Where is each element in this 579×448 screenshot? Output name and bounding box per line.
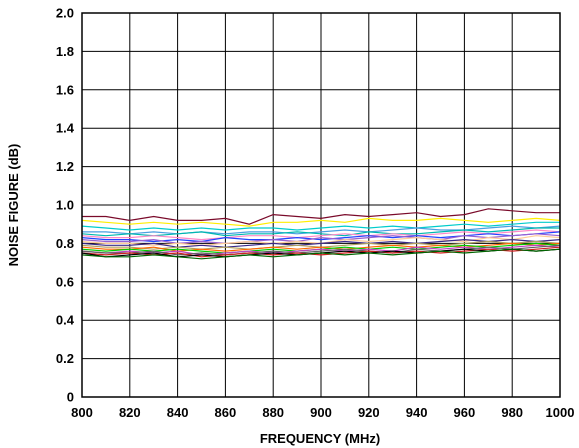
x-tick-label: 860: [215, 405, 237, 420]
y-tick-label: 1.8: [56, 44, 74, 59]
series-line-4: [82, 225, 561, 235]
x-tick-label: 960: [454, 405, 476, 420]
x-tick-label: 980: [501, 405, 523, 420]
series-line-12: [81, 242, 561, 252]
series-line-2: [81, 217, 561, 227]
series-lines: [81, 208, 561, 260]
x-tick-label: 1000: [546, 405, 575, 420]
y-tick-label: 0: [67, 390, 74, 405]
x-tick-label: 880: [262, 405, 284, 420]
series-line-8: [81, 233, 561, 245]
x-tick-label: 900: [310, 405, 332, 420]
series-line-15: [81, 244, 561, 256]
y-tick-label: 1.4: [56, 121, 75, 136]
y-tick-label: 1.2: [56, 159, 74, 174]
y-tick-labels: 0 0.2 0.4 0.6 0.8 1.0 1.2 1.4 1.6 1.8 2.0: [56, 6, 75, 405]
series-line-6: [81, 229, 561, 241]
y-tick-label: 1.6: [56, 82, 74, 97]
x-tick-label: 940: [406, 405, 428, 420]
y-tick-label: 0.4: [56, 313, 75, 328]
series-line-1: [82, 208, 560, 225]
x-tick-label: 800: [71, 405, 93, 420]
x-tick-label: 840: [167, 405, 189, 420]
series-line-18: [81, 248, 561, 260]
series-line-5: [81, 227, 560, 237]
x-axis-label: FREQUENCY (MHz): [260, 431, 380, 446]
series-line-10: [81, 238, 561, 248]
y-tick-label: 1.0: [56, 198, 74, 213]
x-tick-labels: 800 820 840 860 880 900 920 940 960 980 1000: [71, 405, 574, 420]
y-tick-label: 0.8: [56, 236, 74, 251]
grid-lines: [81, 12, 561, 398]
plot-frame: [81, 12, 561, 398]
y-tick-label: 2.0: [56, 6, 74, 21]
x-tick-label: 920: [358, 405, 380, 420]
y-tick-label: 0.6: [56, 274, 74, 289]
x-tick-label: 820: [119, 405, 141, 420]
series-line-3: [81, 221, 560, 231]
y-axis-label: NOISE FIGURE (dB): [6, 144, 21, 267]
y-tick-label: 0.2: [56, 351, 74, 366]
